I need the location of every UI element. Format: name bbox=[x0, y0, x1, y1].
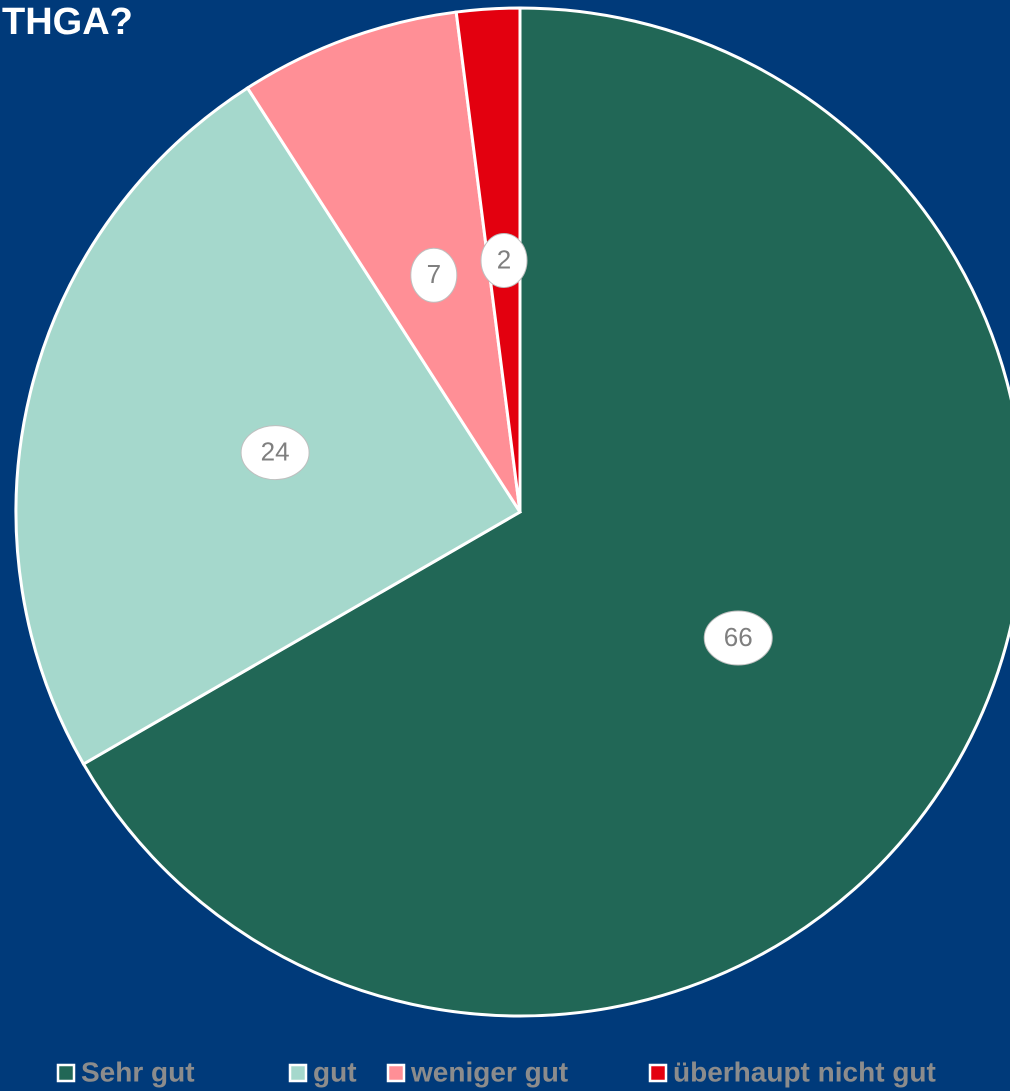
data-label: 2 bbox=[497, 244, 511, 274]
data-label: 24 bbox=[261, 436, 290, 466]
data-label: 7 bbox=[427, 259, 441, 289]
legend-swatch bbox=[386, 1063, 406, 1083]
legend-label: überhaupt nicht gut bbox=[673, 1056, 936, 1087]
legend-label: Sehr gut bbox=[81, 1056, 195, 1087]
chart-title: THGA? bbox=[2, 1, 133, 43]
legend-swatch bbox=[56, 1063, 76, 1083]
data-label: 66 bbox=[724, 622, 753, 652]
legend-label: gut bbox=[313, 1056, 357, 1087]
legend-label: weniger gut bbox=[410, 1056, 568, 1087]
pie-slice bbox=[245, 10, 522, 513]
data-label-bg bbox=[480, 233, 528, 289]
data-label-bg bbox=[240, 425, 310, 481]
legend-swatch bbox=[288, 1063, 308, 1083]
legend-swatch bbox=[648, 1063, 668, 1083]
data-label-bg bbox=[410, 247, 458, 303]
data-label-bg bbox=[703, 610, 773, 666]
pie-slice bbox=[81, 6, 1010, 1018]
